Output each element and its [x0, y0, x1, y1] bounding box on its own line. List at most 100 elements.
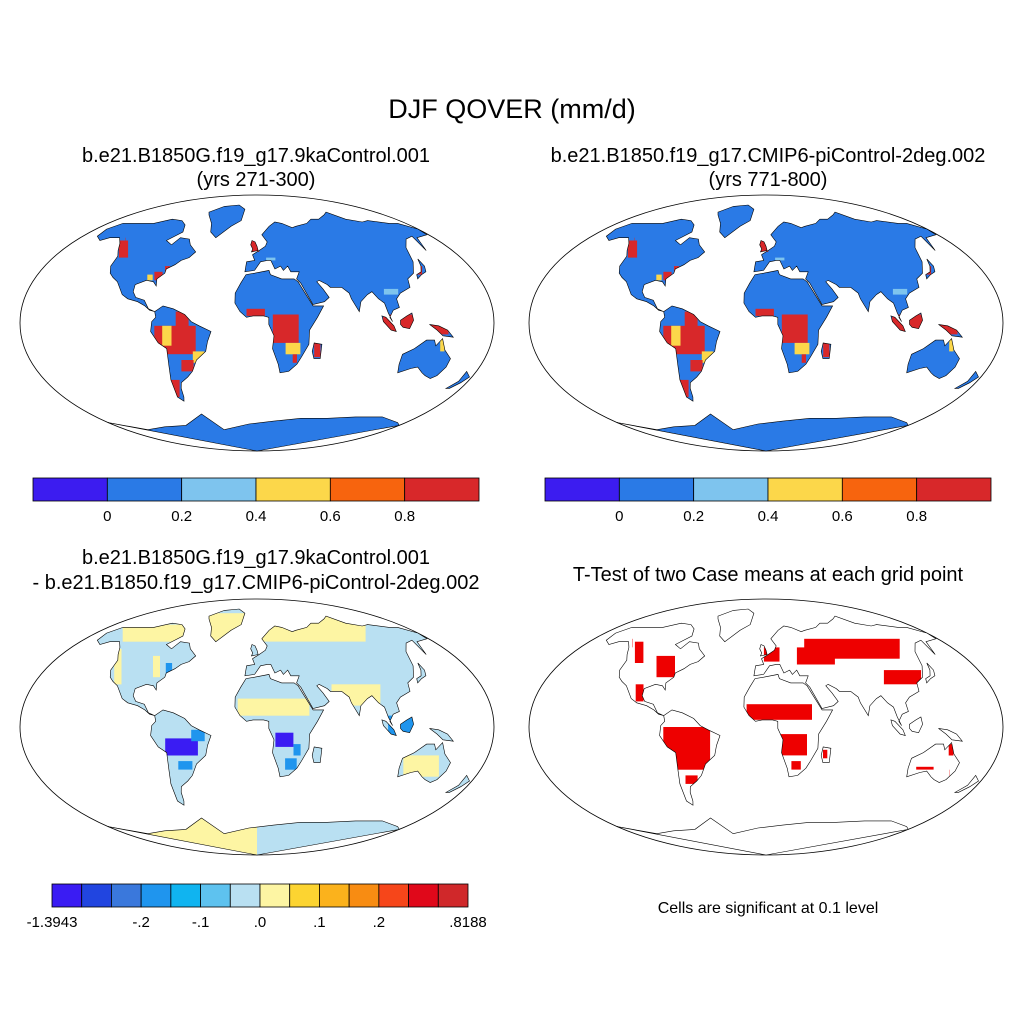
- field-cell: [949, 337, 954, 352]
- colorbar-swatch: [319, 883, 350, 908]
- coastline-north-america: [605, 218, 706, 312]
- coastline-borneo: [909, 716, 923, 734]
- land-greenland: [209, 205, 245, 238]
- coastline-africa: [234, 674, 325, 778]
- field-cell: [285, 758, 297, 770]
- coastline-great-britain: [759, 644, 768, 657]
- field-cell: [165, 738, 198, 756]
- coastline-south-america: [150, 709, 212, 806]
- panel-case1-years: (yrs 271-300): [196, 169, 316, 191]
- coastline-north-america: [96, 218, 197, 312]
- coastline-south-america: [659, 709, 721, 806]
- field-cell: [266, 257, 276, 261]
- field-cell: [293, 744, 301, 756]
- colorbar-label: 0.4: [758, 508, 779, 525]
- field-cell: [701, 351, 714, 363]
- colorbar-label: -.1: [192, 914, 210, 931]
- colorbar-swatch: [140, 883, 172, 908]
- field-cell: [760, 240, 769, 252]
- panel-diff-subtitle: - b.e21.B1850.f19_g17.CMIP6-piControl-2d…: [32, 572, 480, 594]
- field-cell: [285, 342, 301, 355]
- figure-title: DJF QOVER (mm/d): [388, 94, 636, 124]
- field-cell: [746, 704, 812, 720]
- colorbar-swatch: [767, 477, 843, 502]
- field-cell: [165, 663, 173, 678]
- colorbar-swatch: [51, 883, 83, 908]
- map-ttest: [528, 598, 1004, 856]
- land-australia: [906, 338, 960, 379]
- land-greenland: [718, 205, 754, 238]
- coastline-sumatra: [890, 719, 906, 736]
- coastline-new-zealand: [444, 774, 470, 793]
- colorbar-swatch: [32, 477, 108, 502]
- field-cell: [162, 325, 172, 346]
- field-cell: [237, 698, 310, 716]
- coastline-borneo: [400, 716, 414, 734]
- map-case1: [19, 194, 495, 452]
- coastline-sumatra: [890, 315, 906, 332]
- field-cell: [272, 314, 299, 343]
- coastline-sumatra: [381, 719, 397, 736]
- colorbar-diff: -1.3943 -.2 -.1 .0 .1 .2 .8188: [27, 883, 487, 931]
- land-north-america: [97, 623, 196, 716]
- colorbar-label: 0.2: [171, 508, 192, 525]
- colorbar-swatch: [437, 883, 469, 908]
- colorbar-swatch: [408, 883, 439, 908]
- coastline-japan: [925, 662, 936, 684]
- coastline-africa: [234, 270, 325, 374]
- field-cell: [685, 775, 698, 784]
- coastline-new-guinea: [429, 324, 455, 338]
- coastline-new-zealand: [953, 774, 979, 793]
- panel-case2-years: (yrs 771-800): [708, 169, 828, 191]
- field-cell: [122, 624, 199, 642]
- map-case2: [528, 194, 1004, 452]
- field-cell: [314, 342, 321, 358]
- colorbar-label: 0.4: [246, 508, 267, 525]
- land-borneo: [909, 717, 923, 733]
- land-north-america: [606, 623, 705, 716]
- coastline-great-britain: [250, 240, 259, 253]
- land-antarctica: [617, 414, 909, 451]
- colorbar-swatch: [111, 883, 142, 908]
- panel-case1-title: b.e21.B1850G.f19_g17.9kaControl.001: [81, 145, 431, 167]
- field-cell: [246, 308, 265, 316]
- colorbar-swatch: [916, 477, 992, 502]
- field-cell: [883, 670, 922, 685]
- field-cell: [796, 647, 835, 665]
- field-cell: [781, 314, 808, 343]
- field-cell: [181, 360, 194, 372]
- coastline-great-britain: [250, 644, 259, 657]
- land-new-zealand: [446, 371, 470, 389]
- coastline-australia: [397, 337, 451, 379]
- coastline-sumatra: [381, 315, 397, 332]
- field-cell: [663, 271, 672, 281]
- field-cell: [114, 648, 122, 685]
- land-africa: [743, 674, 833, 777]
- colorbar-swatch: [106, 477, 183, 502]
- coastline-japan: [925, 258, 936, 280]
- colorbar-case1: 0 0.2 0.4 0.6 0.8: [32, 477, 480, 525]
- field-cell: [892, 288, 908, 295]
- coastline-eurasia: [244, 211, 428, 322]
- field-cell: [403, 755, 439, 777]
- coastline-antarctica: [616, 413, 909, 452]
- coastline-madagascar: [311, 746, 323, 763]
- coastline-south-america: [150, 305, 212, 402]
- coastline-greenland: [208, 204, 246, 239]
- coastline-australia: [906, 337, 960, 379]
- coastline-africa: [743, 270, 834, 374]
- coastline-madagascar: [820, 746, 832, 763]
- colorbar-swatch: [329, 477, 406, 502]
- panel-diff-title: b.e21.B1850G.f19_g17.9kaControl.001: [81, 547, 431, 569]
- coastline-japan: [416, 662, 427, 684]
- colorbar-swatch: [544, 477, 620, 502]
- panel-case2-title: b.e21.B1850.f19_g17.CMIP6-piControl-2deg…: [550, 145, 986, 167]
- field-cell: [627, 240, 638, 258]
- coastline-eurasia: [244, 615, 428, 726]
- colorbar-label: 0.2: [683, 508, 704, 525]
- colorbar-label: .2: [373, 914, 386, 931]
- land-new-guinea: [938, 728, 963, 742]
- coastline-new-guinea: [938, 728, 964, 742]
- field-cell: [755, 308, 774, 316]
- coastline-australia: [397, 741, 451, 783]
